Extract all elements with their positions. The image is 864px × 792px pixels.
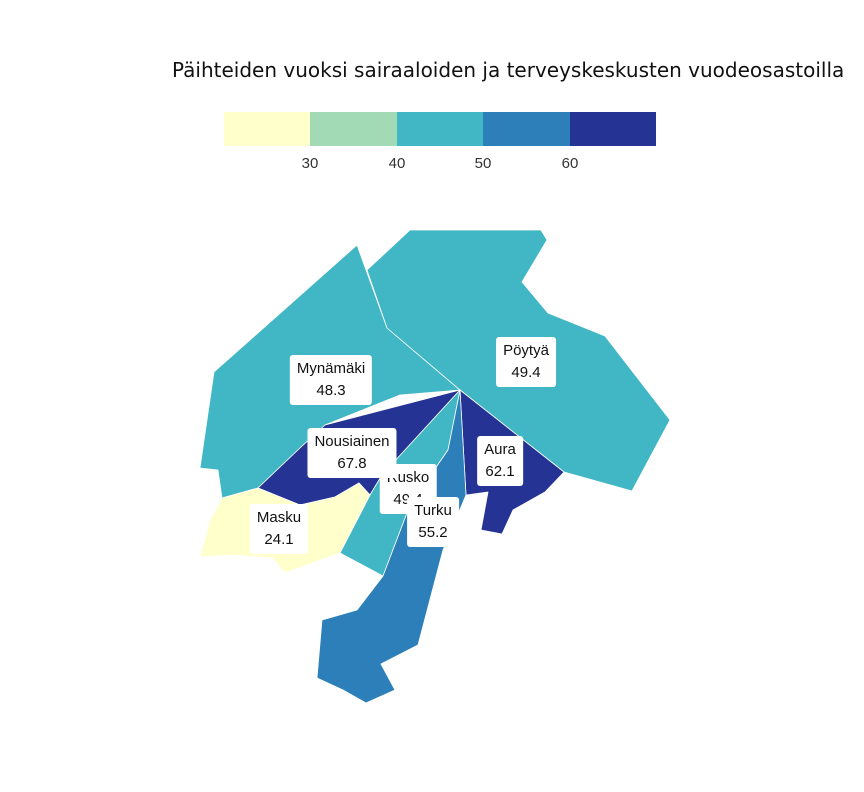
municipality-name: Rusko	[386, 469, 430, 486]
legend-swatch-1	[224, 112, 311, 146]
label-masku: Masku 24.1	[249, 504, 309, 554]
legend-tick: 40	[388, 155, 406, 172]
municipality-value: 62.1	[485, 463, 515, 480]
legend-tick: 30	[301, 155, 319, 172]
municipality-name: Mynämäki	[296, 360, 366, 377]
municipality-name: Pöytyä	[503, 342, 549, 359]
legend-swatch-2	[310, 112, 397, 146]
municipality-name: Aura	[484, 441, 516, 458]
municipality-name: Nousiainen	[314, 433, 390, 450]
label-mynamaki: Mynämäki 48.3	[289, 355, 373, 405]
label-nousiainen: Nousiainen 67.8	[307, 428, 397, 478]
municipality-value: 55.2	[418, 524, 448, 541]
region-turku[interactable]	[316, 389, 467, 704]
legend-tick: 50	[474, 155, 492, 172]
legend-swatch-5	[569, 112, 656, 146]
municipality-value: 24.1	[264, 531, 294, 548]
legend-tick: 60	[561, 155, 579, 172]
label-turku: Turku 55.2	[407, 497, 459, 547]
map-title: Päihteiden vuoksi sairaaloiden ja tervey…	[172, 58, 845, 82]
municipality-name: Masku	[256, 509, 302, 526]
municipality-value: 49.4	[511, 364, 541, 381]
municipality-value: 67.8	[337, 455, 367, 472]
label-poytya: Pöytyä 49.4	[496, 337, 556, 387]
municipality-name: Turku	[414, 502, 452, 519]
color-legend	[224, 112, 656, 146]
legend-swatch-4	[483, 112, 570, 146]
legend-swatch-3	[396, 112, 484, 146]
municipality-value: 48.3	[316, 382, 346, 399]
label-aura: Aura 62.1	[477, 436, 523, 486]
